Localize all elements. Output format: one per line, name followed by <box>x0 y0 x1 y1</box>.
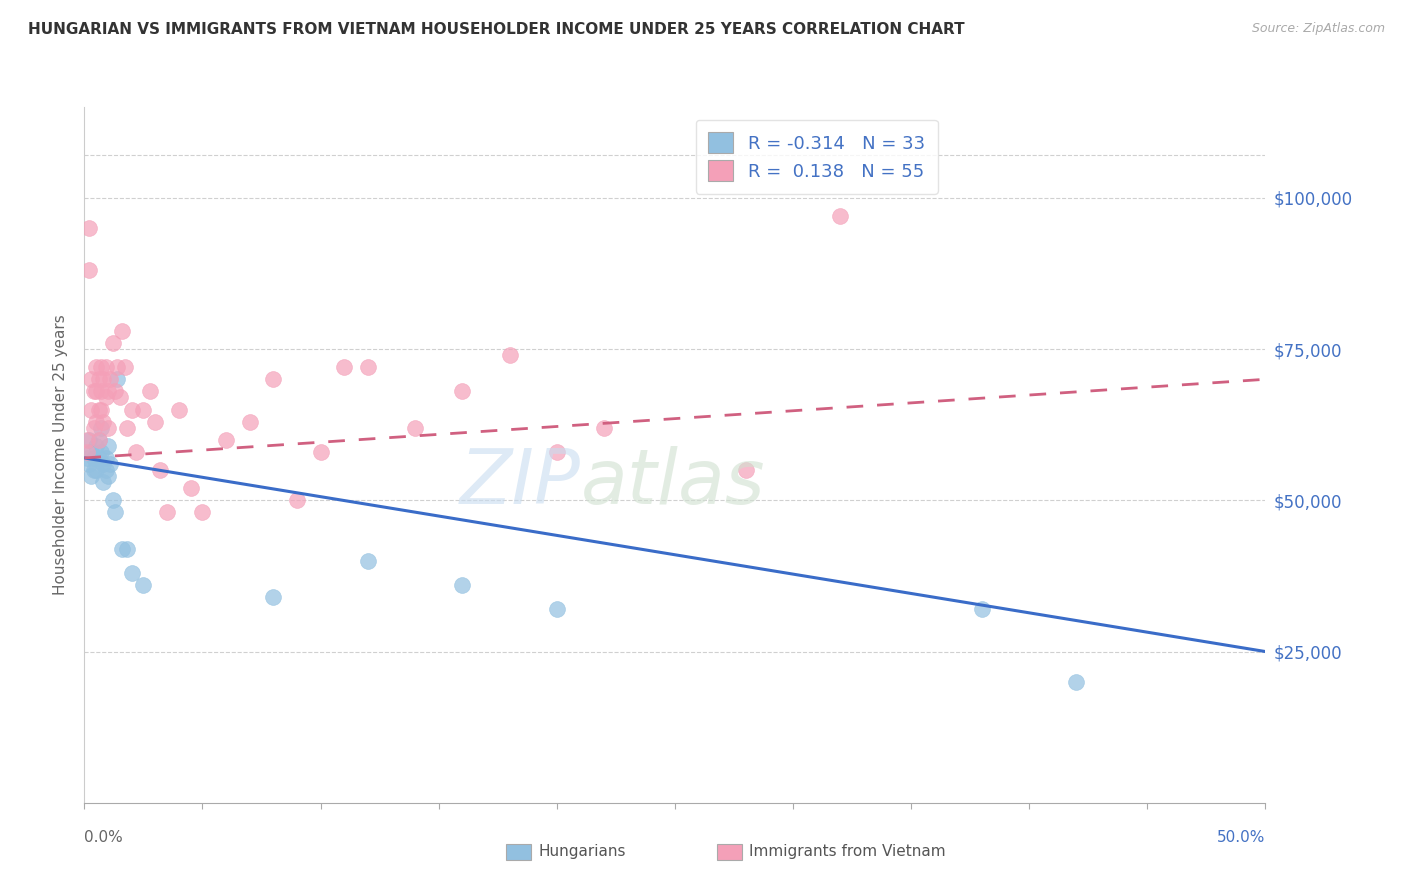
Point <box>90 360 112 375</box>
Point <box>111 541 134 556</box>
Point <box>121 566 143 580</box>
Point <box>191 505 214 519</box>
Point <box>77 263 100 277</box>
Legend: R = -0.314   N = 33, R =  0.138   N = 55: R = -0.314 N = 33, R = 0.138 N = 55 <box>696 120 938 194</box>
Point <box>87 402 110 417</box>
Text: atlas: atlas <box>581 446 765 520</box>
Point <box>239 415 262 429</box>
Text: ZIP: ZIP <box>460 446 581 520</box>
Point <box>1066 674 1088 689</box>
Point <box>101 493 124 508</box>
Point <box>498 348 520 362</box>
Point <box>309 445 332 459</box>
Point <box>80 469 103 483</box>
Point <box>180 481 202 495</box>
Point <box>76 433 98 447</box>
Point <box>108 391 131 405</box>
Point <box>107 360 129 375</box>
Text: Source: ZipAtlas.com: Source: ZipAtlas.com <box>1251 22 1385 36</box>
Point <box>83 384 105 399</box>
Point <box>83 463 105 477</box>
Point <box>80 445 103 459</box>
Point <box>451 384 474 399</box>
Point <box>139 384 162 399</box>
Point <box>104 384 127 399</box>
Point <box>149 463 172 477</box>
Point <box>87 372 110 386</box>
Point <box>76 445 98 459</box>
Point <box>132 402 155 417</box>
Point <box>84 439 107 453</box>
Point <box>94 463 117 477</box>
Point <box>77 433 100 447</box>
Point <box>125 445 148 459</box>
Text: Hungarians: Hungarians <box>538 845 626 859</box>
Point <box>114 360 136 375</box>
Point <box>546 445 568 459</box>
Point <box>80 372 103 386</box>
Point <box>84 415 107 429</box>
Point <box>98 372 121 386</box>
Point <box>84 360 107 375</box>
Point <box>97 420 120 434</box>
Point <box>98 457 121 471</box>
Point <box>357 554 380 568</box>
Point <box>91 415 114 429</box>
Point <box>451 578 474 592</box>
Point <box>132 578 155 592</box>
Point <box>104 505 127 519</box>
Point <box>76 450 98 465</box>
Text: 0.0%: 0.0% <box>84 830 124 845</box>
Point <box>115 420 138 434</box>
Point <box>77 221 100 235</box>
Point <box>734 463 756 477</box>
Point <box>91 372 114 386</box>
Point <box>97 439 120 453</box>
Point <box>83 420 105 434</box>
Point <box>80 402 103 417</box>
Point <box>285 493 308 508</box>
Point <box>111 324 134 338</box>
Point <box>87 433 110 447</box>
Point <box>262 372 284 386</box>
Point <box>90 384 112 399</box>
Point <box>91 475 114 490</box>
Point <box>94 450 117 465</box>
Point <box>115 541 138 556</box>
Point <box>90 420 112 434</box>
Point <box>215 433 238 447</box>
Point <box>101 336 124 351</box>
Point <box>156 505 179 519</box>
Point <box>143 415 166 429</box>
Point <box>121 402 143 417</box>
Point <box>87 433 110 447</box>
Point <box>97 384 120 399</box>
Text: 50.0%: 50.0% <box>1218 830 1265 845</box>
Y-axis label: Householder Income Under 25 years: Householder Income Under 25 years <box>53 315 69 595</box>
Point <box>970 602 993 616</box>
Point <box>546 602 568 616</box>
Point <box>262 590 284 604</box>
Point <box>77 457 100 471</box>
Point <box>94 391 117 405</box>
Point <box>593 420 616 434</box>
Point <box>107 372 129 386</box>
Point <box>167 402 190 417</box>
Point <box>87 450 110 465</box>
Point <box>83 450 105 465</box>
Point <box>90 402 112 417</box>
Point <box>94 360 117 375</box>
Point <box>357 360 380 375</box>
Point <box>84 463 107 477</box>
Point <box>91 457 114 471</box>
Point <box>90 445 112 459</box>
Point <box>333 360 356 375</box>
Point <box>830 209 852 223</box>
Text: HUNGARIAN VS IMMIGRANTS FROM VIETNAM HOUSEHOLDER INCOME UNDER 25 YEARS CORRELATI: HUNGARIAN VS IMMIGRANTS FROM VIETNAM HOU… <box>28 22 965 37</box>
Text: Immigrants from Vietnam: Immigrants from Vietnam <box>749 845 946 859</box>
Point <box>84 384 107 399</box>
Point <box>97 469 120 483</box>
Point <box>404 420 426 434</box>
